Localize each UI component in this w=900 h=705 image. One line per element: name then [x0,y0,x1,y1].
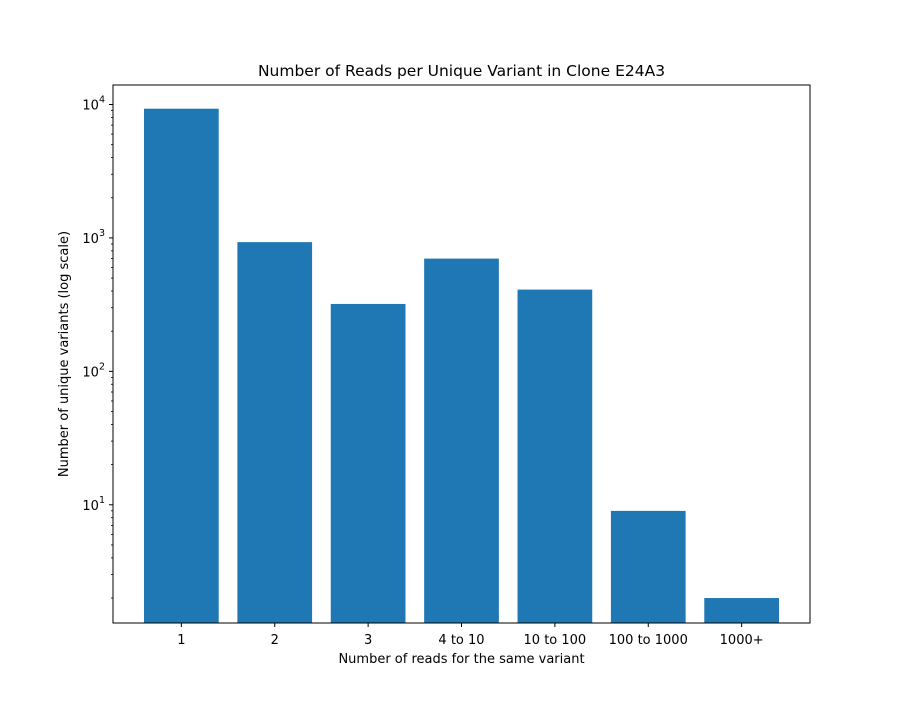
y-tick-label-0: 101 [82,495,105,514]
x-tick-label-1: 2 [271,633,279,648]
bar-5 [610,510,686,623]
bar-1 [237,242,313,623]
x-tick-label-6: 1000+ [720,633,764,648]
y-tick-label-2: 103 [82,228,105,247]
chart-title: Number of Reads per Unique Variant in Cl… [258,62,665,80]
bar-3 [424,258,499,623]
x-tick-label-4: 10 to 100 [524,633,587,648]
x-tick-label-3: 4 to 10 [438,633,484,648]
plot-frame [112,84,811,624]
x-tick-label-5: 100 to 1000 [609,633,688,648]
x-ticks-layer: 1 2 3 4 to 10 10 to 100 100 to 1000 1000+ [177,623,764,648]
y-tick-label-1: 102 [82,361,105,380]
y-ticks-layer: 101 102 103 104 [82,95,113,599]
bar-2 [330,303,406,623]
bars-layer [144,108,779,623]
bar-6 [704,598,779,623]
bar-4 [517,289,593,623]
x-tick-label-0: 1 [177,633,185,648]
y-tick-label-3: 104 [82,95,105,114]
x-tick-label-2: 3 [364,633,372,648]
y-axis-label: Number of unique variants (log scale) [57,231,72,477]
bar-0 [144,108,219,623]
x-axis-label: Number of reads for the same variant [338,652,584,667]
